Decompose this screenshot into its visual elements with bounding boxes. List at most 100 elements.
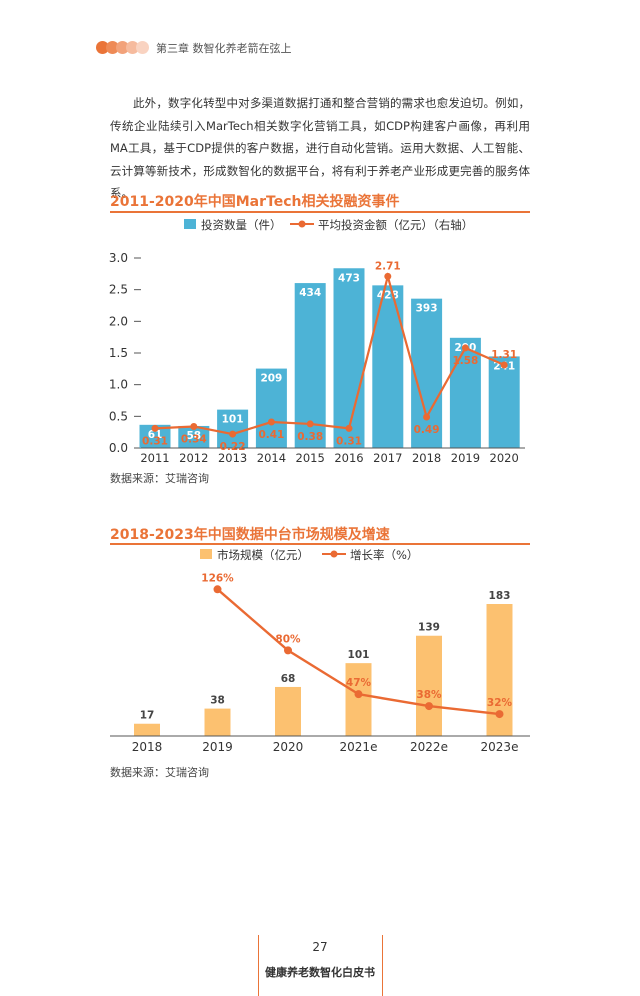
line-average-amount — [154, 272, 505, 436]
bar-investment-count — [411, 298, 443, 448]
line-value-label: 47% — [346, 677, 372, 689]
legend-bar-label: 投资数量（件） — [201, 218, 282, 232]
chart2-title: 2018-2023年中国数据中台市场规模及增速 — [110, 527, 390, 543]
line-point — [306, 420, 314, 428]
bar-value-label: 183 — [489, 590, 511, 602]
bar-value-label: 101 — [348, 649, 370, 661]
legend-line-marker — [298, 220, 306, 228]
bar-value-label: 61 — [148, 429, 163, 441]
body-paragraph: 此外，数字化转型中对多渠道数据打通和整合营销的需求也愈发迫切。例如，传统企业陆续… — [110, 96, 530, 200]
y-tick-label: 2.5 — [109, 283, 128, 297]
bar-value-label: 139 — [418, 622, 440, 634]
line-value-label: 0.22 — [220, 441, 246, 453]
line-point — [354, 690, 363, 699]
bar-market-size — [416, 635, 442, 736]
x-tick-label: 2020 — [490, 451, 519, 465]
bar-value-label: 101 — [222, 414, 244, 426]
x-tick-label: 2018 — [412, 451, 441, 465]
line-value-label: 1.31 — [491, 349, 517, 361]
y-tick-label: 1.0 — [109, 378, 128, 392]
line-point — [425, 702, 433, 711]
header-dots-icon — [96, 41, 150, 55]
line-value-label: 38% — [416, 689, 442, 701]
bar-value-label: 68 — [281, 673, 296, 685]
y-tick-label: 1.5 — [109, 346, 128, 360]
x-tick-label: 2011 — [140, 451, 169, 465]
x-tick-label: 2022e — [410, 740, 448, 754]
chart1-source: 数据来源：艾瑞咨询 — [110, 472, 209, 485]
header-dot — [136, 41, 149, 54]
book-title: 健康养老数智化白皮书 — [265, 966, 375, 979]
bar-investment-count — [333, 268, 365, 448]
x-tick-label: 2017 — [373, 451, 402, 465]
bar-investment-count — [449, 337, 481, 448]
bar-value-label: 58 — [186, 430, 201, 442]
line-point — [495, 710, 504, 719]
header-dot — [116, 41, 129, 54]
x-tick-label: 2020 — [273, 740, 304, 754]
bar-investment-count — [217, 409, 249, 448]
chapter-title: 第三章 数智化养老箭在弦上 — [156, 42, 292, 55]
y-tick-label: 3.0 — [109, 251, 128, 265]
line-point — [461, 344, 469, 352]
line-value-label: 2.71 — [375, 260, 401, 272]
legend-line-label: 增长率（%） — [350, 548, 418, 562]
line-value-label: 0.49 — [414, 424, 440, 436]
line-point — [190, 422, 198, 430]
chart2-data-platform-market: 市场规模（亿元） 增长率（%） 17 2018 38 2019 68 2020 101 2021e… — [110, 548, 530, 754]
bar-market-size — [204, 708, 231, 736]
line-value-label: 0.34 — [181, 433, 207, 445]
footer-divider-left — [258, 935, 259, 996]
line-point — [229, 430, 237, 438]
y-tick-label: 0.0 — [109, 441, 128, 455]
legend-line-label: 平均投资金额（亿元）（右轴） — [318, 218, 473, 232]
line-value-label: 0.31 — [336, 435, 362, 447]
chart1-martech-investment: 投资数量（件） 平均投资金额（亿元）（右轴） 0.0 0.5 1.0 1.5 2.0 2.5 3… — [109, 218, 525, 465]
header-dot — [96, 41, 109, 54]
legend-bar-label: 市场规模（亿元） — [217, 548, 309, 562]
header-dot — [126, 41, 139, 54]
x-tick-label: 2013 — [218, 451, 247, 465]
bar-value-label: 209 — [260, 373, 282, 385]
page-number: 27 — [312, 940, 328, 954]
bar-investment-count — [178, 425, 210, 448]
footer-divider-right — [382, 935, 383, 996]
header-dot — [106, 41, 119, 54]
page-header: 第三章 数智化养老箭在弦上 — [96, 40, 292, 56]
bar-value-label: 434 — [299, 287, 321, 299]
chart1-title: 2011-2020年中国MarTech相关投融资事件 — [110, 194, 400, 210]
line-value-label: 126% — [201, 572, 234, 584]
bar-value-label: 17 — [140, 710, 155, 722]
legend-bar-swatch — [200, 549, 212, 559]
x-tick-label: 2023e — [481, 740, 519, 754]
x-tick-label: 2019 — [451, 451, 480, 465]
chart2-source: 数据来源：艾瑞咨询 — [110, 766, 209, 779]
x-tick-label: 2015 — [296, 451, 325, 465]
bar-market-size — [275, 686, 301, 736]
x-tick-label: 2014 — [257, 451, 286, 465]
y-tick-label: 0.5 — [109, 409, 128, 423]
bar-value-label: 393 — [416, 303, 438, 315]
chart2-title-rule — [110, 543, 530, 545]
bar-investment-count — [139, 424, 171, 448]
line-point — [345, 424, 353, 432]
line-value-label: 32% — [487, 697, 513, 709]
x-tick-label: 2021e — [340, 740, 378, 754]
legend-bar-swatch — [184, 219, 196, 229]
chart1-title-rule — [110, 211, 530, 213]
bar-value-label: 473 — [338, 272, 360, 284]
bar-market-size — [345, 663, 372, 736]
legend-line-marker — [330, 550, 338, 558]
x-tick-label: 2018 — [132, 740, 163, 754]
x-tick-label: 2019 — [202, 740, 233, 754]
line-point — [213, 585, 222, 594]
bar-value-label: 38 — [210, 695, 225, 707]
y-tick-label: 2.0 — [109, 314, 128, 328]
line-point — [423, 413, 431, 421]
line-value-label: 0.31 — [142, 435, 168, 447]
line-value-label: 0.41 — [258, 429, 284, 441]
line-point — [284, 646, 292, 655]
line-point — [151, 424, 159, 432]
x-tick-label: 2012 — [179, 451, 208, 465]
bar-investment-count — [488, 356, 520, 448]
